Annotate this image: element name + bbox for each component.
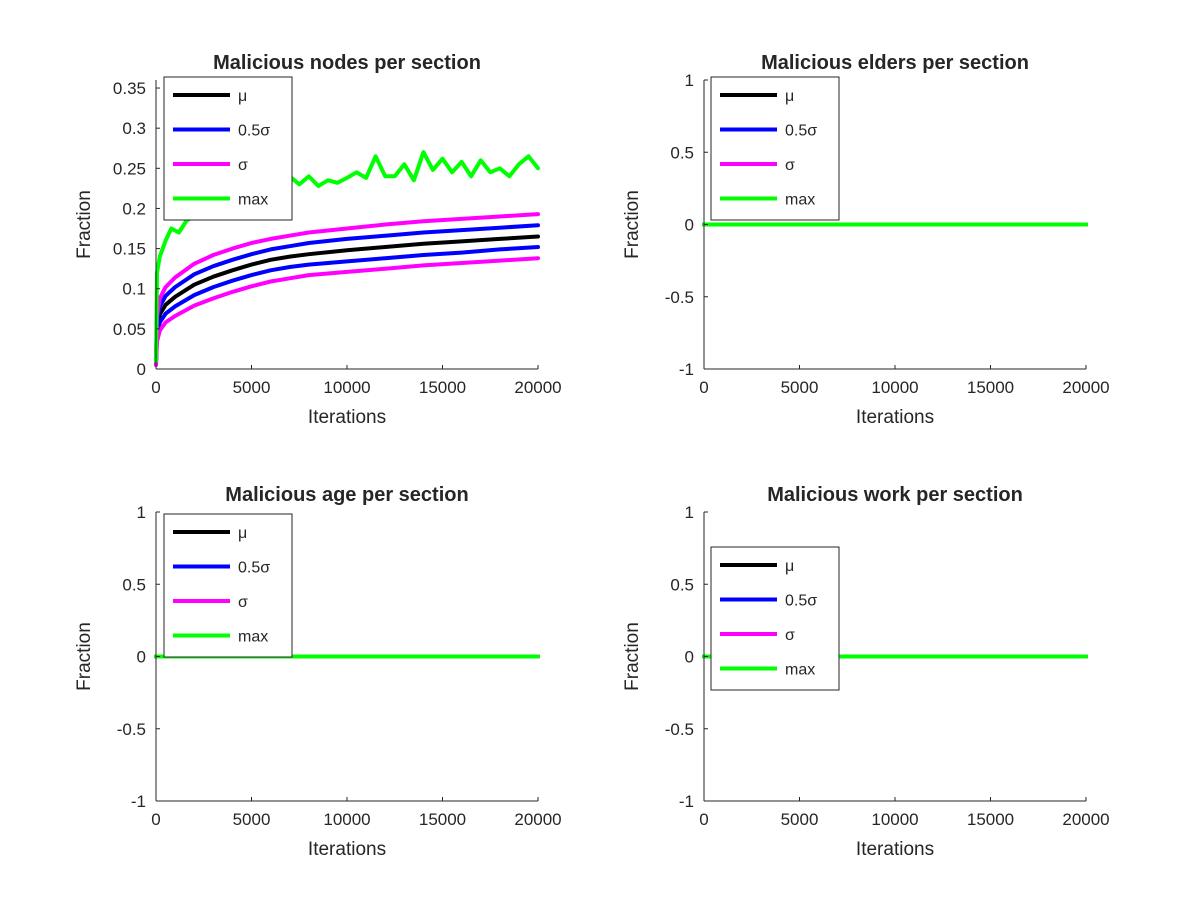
legend-label: μ (785, 558, 794, 575)
legend-label: 0.5σ (238, 560, 270, 577)
legend-label: σ (238, 157, 248, 174)
y-tick-label: 0.5 (670, 575, 694, 594)
y-tick-label: 0 (685, 648, 694, 667)
legend-label: max (785, 662, 815, 679)
y-tick-label: 1 (685, 503, 694, 522)
y-tick-label: 0.2 (122, 199, 146, 218)
y-tick-label: -0.5 (665, 288, 694, 307)
chart-panel-2: 0 5000 10000 15000 20000 -1 -0.5 0 0.5 1 Malicious… (622, 52, 1110, 428)
y-tick-label: -1 (131, 792, 146, 811)
x-axis-label: Iterations (856, 839, 934, 860)
chart-panel-3: 0 5000 10000 15000 20000 -1 -0.5 0 0.5 1 Malicious… (74, 484, 562, 860)
legend-box (710, 546, 840, 691)
x-tick-label: 0 (699, 378, 708, 397)
x-axis-label: Iterations (308, 407, 386, 428)
y-tick-label: 0.1 (122, 280, 146, 299)
legend-box (163, 513, 293, 658)
x-tick-label: 20000 (514, 378, 561, 397)
x-tick-label: 20000 (1062, 810, 1109, 829)
y-tick-label: 0.5 (670, 143, 694, 162)
y-tick-label: -0.5 (117, 720, 146, 739)
x-tick-label: 15000 (967, 378, 1014, 397)
legend-label: 0.5σ (785, 593, 817, 610)
x-tick-label: 15000 (419, 378, 466, 397)
legend-label: max (238, 629, 268, 646)
x-tick-label: 0 (151, 378, 160, 397)
x-tick-label: 10000 (323, 810, 370, 829)
y-tick-label: 0.35 (113, 79, 146, 98)
legend-label: max (785, 192, 815, 209)
x-tick-label: 10000 (323, 378, 370, 397)
legend-label: μ (238, 88, 247, 105)
series-line-0 (154, 234, 540, 363)
legend-label: σ (238, 594, 248, 611)
x-axis-label: Iterations (308, 839, 386, 860)
chart-panel-4: 0 5000 10000 15000 20000 -1 -0.5 0 0.5 1 Malicious… (622, 484, 1110, 860)
y-tick-label: 1 (685, 71, 694, 90)
y-tick-label: -1 (679, 360, 694, 379)
chart-title: Malicious age per section (225, 484, 468, 506)
y-axis-label: Fraction (622, 190, 643, 259)
legend: μ 0.5σ σ max (163, 76, 293, 221)
series-line-1 (154, 223, 540, 363)
x-tick-label: 10000 (871, 378, 918, 397)
chart-title: Malicious work per section (767, 484, 1023, 506)
legend-box (163, 76, 293, 221)
x-tick-label: 5000 (233, 378, 271, 397)
y-tick-label: 0.5 (122, 575, 146, 594)
y-tick-label: -1 (679, 792, 694, 811)
legend: μ 0.5σ σ max (163, 513, 293, 658)
legend-label: σ (785, 627, 795, 644)
legend-label: max (238, 192, 268, 209)
y-axis-label: Fraction (622, 622, 643, 691)
y-axis-label: Fraction (74, 622, 95, 691)
chart-panel-1: 0 5000 10000 15000 20000 0 0.05 0.1 0.15 0.2 0.25 0… (74, 52, 562, 428)
legend-label: μ (785, 88, 794, 105)
series-line-4 (154, 256, 540, 367)
x-tick-label: 15000 (967, 810, 1014, 829)
x-tick-label: 20000 (514, 810, 561, 829)
x-tick-label: 5000 (781, 810, 819, 829)
chart-title: Malicious nodes per section (213, 52, 481, 74)
y-tick-label: 0.3 (122, 119, 146, 138)
legend-label: 0.5σ (785, 123, 817, 140)
y-tick-label: 1 (137, 503, 146, 522)
x-axis-label: Iterations (856, 407, 934, 428)
y-tick-label: -0.5 (665, 720, 694, 739)
y-tick-label: 0.25 (113, 159, 146, 178)
legend-label: μ (238, 525, 247, 542)
series-line-3 (154, 212, 540, 363)
x-tick-label: 0 (699, 810, 708, 829)
legend: μ 0.5σ σ max (710, 546, 840, 691)
x-tick-label: 15000 (419, 810, 466, 829)
legend-label: 0.5σ (238, 123, 270, 140)
x-tick-label: 5000 (233, 810, 271, 829)
x-tick-label: 5000 (781, 378, 819, 397)
y-tick-label: 0 (137, 648, 146, 667)
legend-label: σ (785, 157, 795, 174)
y-tick-label: 0 (685, 216, 694, 235)
x-tick-label: 20000 (1062, 378, 1109, 397)
legend-box (710, 76, 840, 221)
x-tick-label: 10000 (871, 810, 918, 829)
chart-title: Malicious elders per section (761, 52, 1029, 74)
y-tick-label: 0 (137, 360, 146, 379)
series-line-2 (154, 245, 540, 365)
y-tick-label: 0.15 (113, 240, 146, 259)
y-tick-label: 0.05 (113, 320, 146, 339)
y-axis-label: Fraction (74, 190, 95, 259)
legend: μ 0.5σ σ max (710, 76, 840, 221)
x-tick-label: 0 (151, 810, 160, 829)
